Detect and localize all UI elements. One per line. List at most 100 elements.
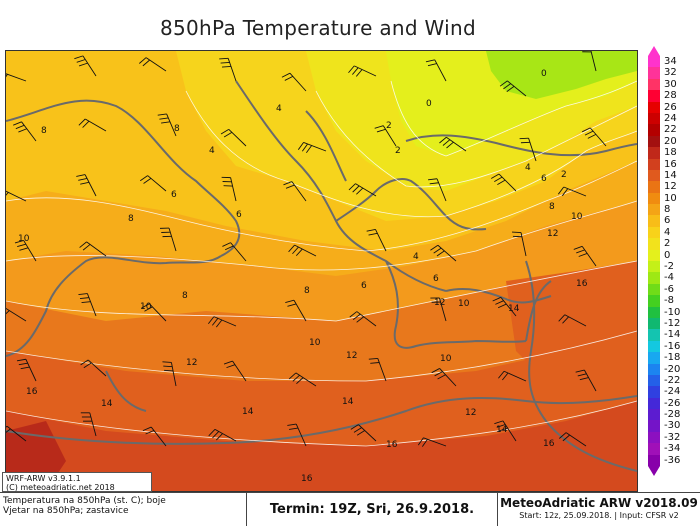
colorbar-tick-label: 32 [664,68,677,78]
colorbar-tick-label: 16 [664,160,677,170]
wind-barb-feather [222,66,231,67]
iso-label-16e: 16 [301,474,313,484]
colorbar-tick-label: -24 [664,387,680,397]
wind-barb-feather [221,62,230,63]
iso-label-16c: 16 [543,439,555,449]
colorbar-tick-label: 24 [664,114,677,124]
iso-label-8e: 8 [304,286,310,296]
iso-label-0: 0 [541,69,547,79]
wind-barb-feather [219,58,228,59]
colorbar-segment [648,215,660,227]
colorbar-segment [648,79,660,91]
iso-label-10c: 10 [309,338,321,348]
colorbar-tick-label: -32 [664,433,680,443]
colorbar-segment [648,307,660,319]
colorbar-segment [648,227,660,239]
iso-label-6e: 6 [541,174,547,184]
colorbar-segment [648,386,660,398]
model-info-box: WRF-ARW v3.9.1.1 (C) meteoadriatic.net 2… [2,472,152,492]
colorbar [648,56,660,466]
legend-line-temperature: Temperatura na 850hPa (st. C); boje [3,496,243,506]
colorbar-tick-label: -8 [664,296,674,306]
colorbar-tick-label: 6 [664,216,670,226]
colorbar-segment [648,181,660,193]
copyright: (C) meteoadriatic.net 2018 [6,483,148,492]
colorbar-segment [648,364,660,376]
colorbar-tick-label: -4 [664,273,674,283]
colorbar-segment [648,443,660,455]
iso-label-16d: 16 [576,279,588,289]
colorbar-segment [648,432,660,444]
colorbar-tick-label: 14 [664,171,677,181]
colorbar-segment [648,113,660,125]
colorbar-segment [648,329,660,341]
colorbar-segment [648,261,660,273]
colorbar-tick-label: -30 [664,421,680,431]
colorbar-segment [648,90,660,102]
colorbar-segment [648,67,660,79]
iso-label-4b: 4 [209,146,215,156]
colorbar-tick-label: -26 [664,399,680,409]
colorbar-segment [648,170,660,182]
map-title: 850hPa Temperature and Wind [0,16,636,40]
colorbar-tick-label: -10 [664,308,680,318]
footer-brand-block: MeteoAdriatic ARW v2018.09 Start: 12z, 2… [500,496,698,521]
colorbar-tick-label: -20 [664,365,680,375]
iso-label-12e: 12 [547,229,558,239]
colorbar-tick-label: 30 [664,80,677,90]
colorbar-segment [648,398,660,410]
colorbar-segment [648,102,660,114]
iso-label-8f: 8 [549,202,555,212]
colorbar-tick-label: 28 [664,91,677,101]
run-start: Start: 12z, 25.09.2018. | Input: CFSR v2 [500,510,698,521]
colorbar-segment [648,56,660,68]
colorbar-top-arrow [648,46,660,56]
colorbar-tick-label: -6 [664,285,674,295]
iso-label-4c: 4 [525,163,531,173]
colorbar-segment [648,341,660,353]
colorbar-segment [648,375,660,387]
iso-label-16: 16 [26,387,38,397]
footer: Temperatura na 850hPa (st. C); boje Vjet… [0,492,700,526]
colorbar-segment [648,420,660,432]
iso-label-12: 12 [186,358,197,368]
colorbar-tick-label: -12 [664,319,680,329]
iso-label-6c: 6 [361,281,367,291]
iso-label-12d: 12 [465,408,476,418]
iso-label-10: 10 [18,234,30,244]
colorbar-segment [648,124,660,136]
colorbar-segment [648,272,660,284]
iso-label-14: 14 [101,399,113,409]
colorbar-tick-label: -34 [664,444,680,454]
colorbar-tick-label: -16 [664,342,680,352]
brand-name: MeteoAdriatic ARW v2018.09 [500,496,698,510]
temperature-map: 0 0 2 2 2 4 4 4 4 6 6 6 6 6 8 8 8 8 8 8 … [5,50,638,492]
colorbar-segment [648,136,660,148]
iso-label-8c: 8 [128,214,134,224]
colorbar-bottom-arrow [648,466,660,476]
legend-line-wind: Vjetar na 850hPa; zastavice [3,506,243,516]
wind-barb-feather [162,362,171,363]
iso-label-14b: 14 [242,407,254,417]
iso-label-0b: 0 [426,99,432,109]
colorbar-segment [648,204,660,216]
colorbar-segment [648,250,660,262]
iso-label-10d: 10 [440,354,452,364]
iso-label-4: 4 [276,104,282,114]
iso-label-12b: 12 [346,351,357,361]
iso-label-14c: 14 [342,397,354,407]
colorbar-segment [648,147,660,159]
iso-label-10f: 10 [571,212,583,222]
wind-barb-feather [163,366,172,367]
iso-label-2b: 2 [395,146,401,156]
colorbar-segment [648,238,660,250]
colorbar-tick-label: -14 [664,330,680,340]
colorbar-tick-label: -18 [664,353,680,363]
colorbar-tick-label: -2 [664,262,674,272]
iso-label-4d: 4 [413,252,419,262]
model-version: WRF-ARW v3.9.1.1 [6,474,148,483]
colorbar-tick-label: 26 [664,103,677,113]
colorbar-tick-label: 4 [664,228,670,238]
iso-label-2: 2 [386,121,392,131]
colorbar-tick-label: 34 [664,57,677,67]
